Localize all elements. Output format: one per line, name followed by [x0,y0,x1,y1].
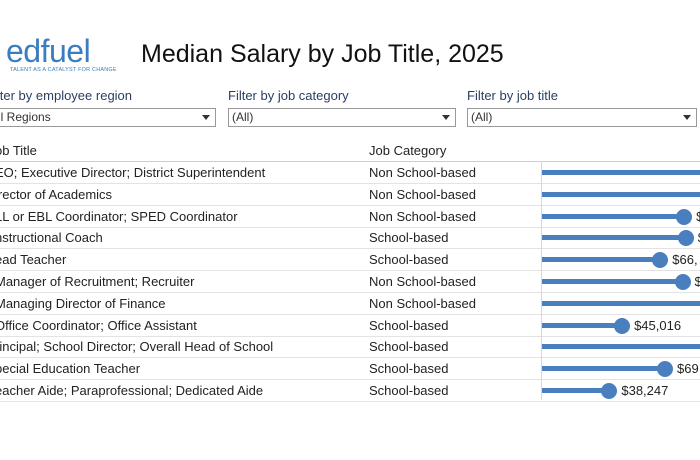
logo-wordmark: edfuel [6,33,91,69]
salary-value-label: $ [698,230,700,246]
job-title-cell: LL or EBL Coordinator; SPED Coordinator [0,208,238,224]
chevron-down-icon [442,115,450,120]
table-row[interactable]: EO; Executive Director; District Superin… [0,162,700,184]
salary-bar[interactable] [541,191,700,197]
salary-bar[interactable] [541,170,700,175]
column-header-job-category: Job Category [369,143,447,158]
category-filter-select[interactable]: (All) [228,108,456,127]
table-row[interactable]: irector of Academics Non School-based [0,184,700,206]
job-category-cell: School-based [369,383,449,398]
job-category-cell: School-based [369,361,449,377]
salary-dot[interactable] [674,274,691,290]
job-title-filter: Filter by job title (All) [467,88,697,127]
salary-dot[interactable] [652,252,669,269]
table-row[interactable]: rincipal; School Director; Overall Head … [0,336,700,359]
region-filter-label: ilter by employee region [0,88,133,103]
axis-line [541,161,542,400]
job-title-cell: ead Teacher [0,252,67,268]
page-title: Median Salary by Job Title, 2025 [141,40,504,68]
job-title-cell: pecial Education Teacher [0,361,141,377]
job-title-cell: rincipal; School Director; Overall Head … [0,339,274,355]
salary-dot[interactable] [676,208,693,225]
category-filter: Filter by job category (All) [228,88,456,127]
job-category-cell: Non School-based [369,295,476,311]
salary-bar[interactable] [541,300,700,306]
salary-dot[interactable] [677,230,694,247]
table-row[interactable]: pecial Education Teacher School-based $69 [0,358,700,381]
edfuel-logo: edfuel TALENT AS A CATALYST FOR CHANGE [4,34,122,78]
region-filter: ilter by employee region ll Regions [0,88,216,127]
region-filter-value: ll Regions [0,110,51,124]
region-filter-select[interactable]: ll Regions [0,108,216,127]
job-title-cell: Managing Director of Finance [0,295,166,311]
salary-value-label: $69 [677,361,699,377]
table-row[interactable]: ead Teacher School-based $66, [0,249,700,272]
salary-dot[interactable] [601,383,618,399]
salary-value-label: $ [694,274,700,289]
header-divider [0,161,700,162]
job-title-cell: nstructional Coach [0,230,103,246]
table-row[interactable]: nstructional Coach School-based $ [0,227,700,250]
job-title-cell: Office Coordinator; Office Assistant [0,317,197,333]
salary-bar[interactable] [541,388,610,393]
salary-bar[interactable] [541,322,623,328]
job-category-cell: Non School-based [369,208,476,224]
chevron-down-icon [683,115,691,120]
salary-value-label: $ [696,208,700,224]
salary-value-label: $66, [672,252,698,268]
salary-value-label: $45,016 [634,317,682,333]
category-filter-value: (All) [232,110,254,124]
salary-bar[interactable] [541,344,700,350]
salary-dot[interactable] [657,361,674,378]
salary-bar[interactable] [541,279,683,284]
job-title-filter-label: Filter by job title [467,88,559,103]
job-category-cell: School-based [369,317,449,333]
table-row[interactable]: Manager of Recruitment; Recruiter Non Sch… [0,271,700,293]
logo-tagline: TALENT AS A CATALYST FOR CHANGE [10,67,117,73]
job-title-cell: eacher Aide; Paraprofessional; Dedicated… [0,383,264,398]
category-filter-label: Filter by job category [228,88,349,103]
salary-value-label: $38,247 [621,383,669,398]
salary-bar[interactable] [541,213,685,219]
table-row[interactable]: LL or EBL Coordinator; SPED Coordinator N… [0,206,700,228]
job-category-cell: Non School-based [369,186,476,202]
job-category-cell: Non School-based [369,165,476,180]
job-category-cell: Non School-based [369,274,476,289]
table-row[interactable]: Managing Director of Finance Non School-b… [0,293,700,315]
table-row[interactable]: Office Coordinator; Office Assistant Scho… [0,315,700,337]
job-category-cell: School-based [369,230,449,246]
job-category-cell: School-based [369,339,449,355]
job-title-cell: EO; Executive Director; District Superin… [0,165,266,180]
salary-bar[interactable] [541,366,666,372]
salary-bar[interactable] [541,257,661,263]
job-title-filter-value: (All) [471,110,493,124]
job-category-cell: School-based [369,252,449,268]
job-title-cell: irector of Academics [0,186,113,202]
job-title-filter-select[interactable]: (All) [467,108,697,127]
chevron-down-icon [202,115,210,120]
column-header-job-title: ob Title [0,143,37,158]
job-title-cell: Manager of Recruitment; Recruiter [0,274,195,289]
salary-bar[interactable] [541,235,686,241]
table-row[interactable]: eacher Aide; Paraprofessional; Dedicated… [0,380,700,402]
salary-dot[interactable] [614,317,631,334]
